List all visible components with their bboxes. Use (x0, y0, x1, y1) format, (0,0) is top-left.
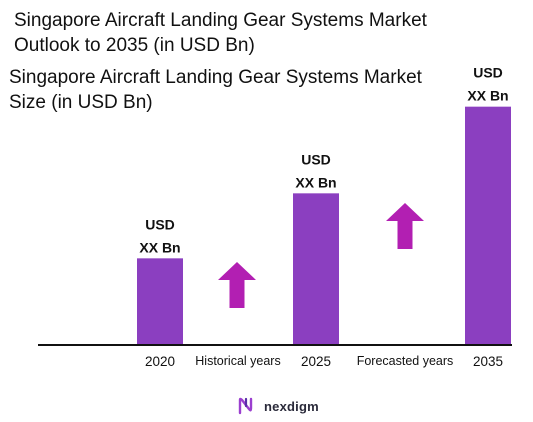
x-tick-2020: 2020 (145, 354, 175, 369)
data-label-2035-1: USD (473, 65, 503, 81)
data-label-2020-2: XX Bn (139, 239, 180, 255)
data-label-2020-1: USD (145, 216, 175, 232)
nexdigm-logo-icon (238, 397, 253, 415)
brand-logo: nexdigm (238, 396, 319, 416)
period-label-2: Forecasted years (357, 354, 454, 368)
page-title: Singapore Aircraft Landing Gear Systems … (14, 10, 427, 56)
up-arrow-icon-forecast (386, 203, 424, 249)
data-label-2025-1: USD (301, 151, 331, 167)
chart-subtitle: Singapore Aircraft Landing Gear Systems … (9, 67, 422, 113)
data-label-2035-2: XX Bn (467, 88, 508, 104)
bar-2035 (465, 106, 511, 346)
brand-name: nexdigm (264, 398, 319, 414)
up-arrow-icon-historical (218, 262, 256, 308)
bar-2020 (137, 258, 183, 345)
data-label-2025-2: XX Bn (295, 174, 336, 190)
x-tick-2025: 2025 (301, 354, 331, 369)
period-label-1: Historical years (195, 354, 280, 368)
x-tick-2035: 2035 (473, 354, 503, 369)
bar-2025 (293, 193, 339, 345)
